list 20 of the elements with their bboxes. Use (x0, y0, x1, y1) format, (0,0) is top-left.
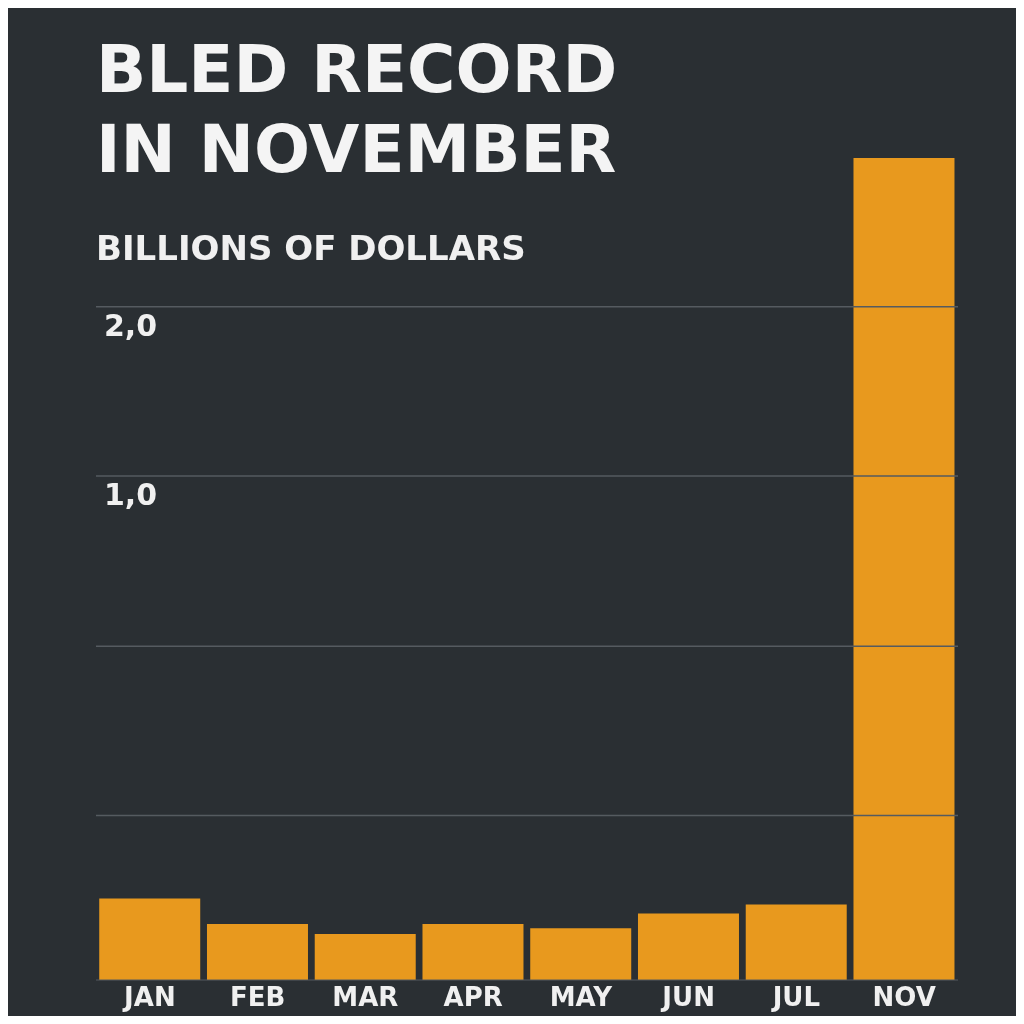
annotation: 1,0 (104, 477, 158, 513)
x-tick-label: MAR (332, 982, 399, 1013)
bar (206, 924, 308, 980)
x-tick-label: APR (443, 982, 503, 1013)
x-tick-label: MAY (549, 982, 614, 1013)
bar (853, 158, 955, 980)
bar (99, 898, 201, 980)
x-tick-label: JUN (660, 982, 715, 1013)
bar (745, 904, 847, 980)
text: BILLIONS OF DOLLARS (96, 228, 526, 268)
bar (637, 913, 739, 980)
x-tick-label: FEB (229, 982, 286, 1013)
bar (422, 924, 524, 980)
annotation: 2,0 (104, 308, 158, 344)
bar (530, 928, 632, 980)
x-tick-label: NOV (872, 982, 936, 1013)
x-tick-label: JAN (122, 982, 176, 1013)
bar (314, 933, 416, 980)
chart-title: BLED RECORD IN NOVEMBER (96, 30, 619, 190)
x-tick-label: JUL (770, 982, 821, 1013)
